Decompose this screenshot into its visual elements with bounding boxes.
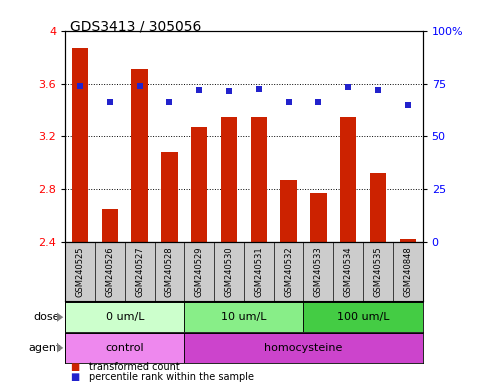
Bar (281, 180, 297, 242)
Text: GSM240534: GSM240534 (344, 247, 353, 297)
Text: GSM240527: GSM240527 (135, 247, 144, 297)
Text: GSM240529: GSM240529 (195, 247, 204, 297)
Bar (65, 302, 185, 332)
Text: GSM240525: GSM240525 (76, 247, 85, 297)
Bar (370, 173, 386, 242)
Text: homocysteine: homocysteine (264, 343, 342, 353)
Text: GSM240531: GSM240531 (255, 247, 263, 297)
Bar (185, 302, 303, 332)
Text: 0 um/L: 0 um/L (105, 312, 144, 322)
Text: percentile rank within the sample: percentile rank within the sample (89, 372, 255, 382)
Bar (399, 239, 416, 242)
Text: GSM240533: GSM240533 (314, 246, 323, 297)
Text: ■: ■ (70, 362, 79, 372)
Bar (251, 116, 267, 242)
Bar (303, 302, 423, 332)
Text: transformed count: transformed count (89, 362, 180, 372)
Text: control: control (105, 343, 144, 353)
Text: GSM240532: GSM240532 (284, 247, 293, 297)
Text: GSM240528: GSM240528 (165, 247, 174, 297)
Bar (65, 333, 185, 363)
Bar (310, 193, 327, 242)
Text: GSM240526: GSM240526 (105, 247, 114, 297)
Bar (221, 116, 237, 242)
Bar (102, 209, 118, 242)
Text: 100 um/L: 100 um/L (337, 312, 389, 322)
Text: ■: ■ (70, 372, 79, 382)
Text: 10 um/L: 10 um/L (221, 312, 267, 322)
Text: GDS3413 / 305056: GDS3413 / 305056 (70, 19, 201, 33)
Bar (131, 69, 148, 242)
Text: dose: dose (34, 312, 60, 322)
Text: GSM240535: GSM240535 (373, 247, 383, 297)
Bar (340, 116, 356, 242)
Text: agent: agent (28, 343, 60, 353)
Text: GSM240848: GSM240848 (403, 246, 412, 297)
Text: GSM240530: GSM240530 (225, 247, 233, 297)
Bar (185, 333, 423, 363)
Bar (191, 127, 207, 242)
Bar (161, 152, 178, 242)
Bar (72, 48, 88, 242)
